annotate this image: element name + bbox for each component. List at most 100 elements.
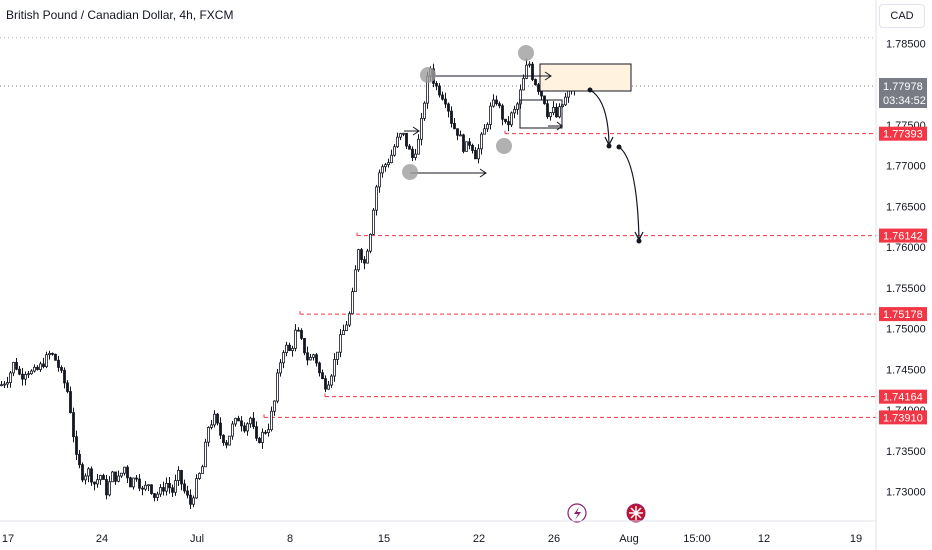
candle [81,462,84,483]
candle [204,438,207,468]
candle [219,417,222,439]
candle [399,132,402,141]
candle [108,476,111,497]
candle [201,464,204,474]
candle [57,355,60,372]
candle [420,113,423,146]
candle [117,470,120,483]
candle [210,420,213,430]
candle [114,471,117,485]
candle [48,350,51,360]
candle [327,380,330,390]
candle [45,351,48,369]
candle [120,472,123,478]
candle [105,474,108,500]
current-price-label: 1.77978 [883,81,923,93]
candle [12,361,15,377]
candle [366,248,369,264]
candle [498,101,501,109]
candle [54,353,57,361]
candle [537,82,540,95]
candle [297,327,300,332]
chart-title: British Pound / Canadian Dollar, 4h, FXC… [6,8,234,22]
candle [315,353,318,367]
candle [324,375,327,393]
x-tick-label: 8 [287,533,293,545]
level-price-label: 1.73910 [883,412,923,424]
candle [261,428,264,449]
candle [474,147,477,160]
candle [501,103,504,126]
candle [252,412,255,430]
level-price-badge [879,228,927,243]
consolidation-box [519,99,563,129]
candle [393,143,396,157]
candle [267,423,270,437]
candle [24,371,27,386]
candle [330,374,333,388]
candle [39,361,42,372]
pivot-marker [420,67,436,83]
candle [180,469,183,491]
pivot-marker [518,45,534,61]
candle [462,133,465,154]
candle [225,439,228,449]
candle [288,342,291,352]
projection-point [636,238,642,244]
y-tick-label: 1.78500 [886,39,926,51]
candle [531,61,534,82]
level-price-label: 1.77393 [883,129,923,141]
candle [552,101,555,116]
candle [144,481,147,491]
candle [339,329,342,358]
candle [495,95,498,106]
candle [558,103,561,119]
candle [231,420,234,440]
candle [174,474,177,496]
candle [546,99,549,119]
candle [411,146,414,162]
candle [42,357,45,369]
y-tick-label: 1.73500 [886,446,926,458]
candle [147,484,150,492]
candle [192,495,195,508]
candle [246,422,249,436]
candle [441,91,444,101]
candle [414,148,417,161]
candles [0,58,576,509]
currency-button[interactable]: CAD [879,4,925,28]
candle [405,132,408,150]
candle [513,105,516,119]
level-price-badge [879,126,927,141]
candle [279,359,282,377]
candle [459,130,462,137]
x-tick-label: 12 [758,533,770,545]
candle [222,434,225,446]
candle [6,376,9,388]
candle [72,407,75,443]
candle [255,421,258,441]
candle [15,357,18,371]
candle [375,184,378,216]
candle [387,158,390,168]
candle [264,429,267,435]
level-price-label: 1.76142 [883,231,923,243]
candle [423,101,426,121]
drawings [402,45,644,244]
candle [249,416,252,428]
candle [276,368,279,404]
level-price-badge [879,307,927,322]
candle [75,430,78,460]
pivot-marker [496,138,512,154]
candle [216,413,219,426]
candle [396,132,399,149]
grid [0,37,876,87]
x-tick-label: 26 [548,533,560,545]
candle [228,435,231,446]
x-tick-label: 15 [378,533,390,545]
candle [483,124,486,135]
candle [549,112,552,121]
candle [402,132,405,137]
x-tick-label: 15:00 [683,533,711,545]
